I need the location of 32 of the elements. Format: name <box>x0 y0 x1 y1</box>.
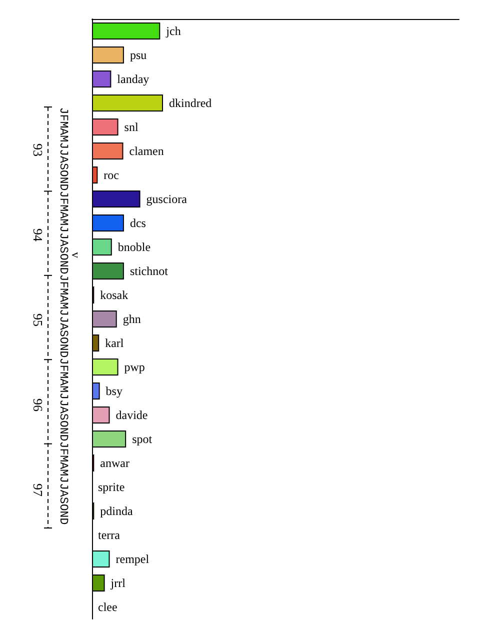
text: 97 <box>30 484 46 497</box>
y-tick-label: karl <box>105 336 124 350</box>
y-tick-label: anwar <box>100 456 130 470</box>
text: v <box>69 252 83 258</box>
y-tick-label: sprite <box>98 480 125 494</box>
text: 94 <box>30 228 46 242</box>
y-tick-label: pwp <box>124 360 145 374</box>
text: JFMAMJJASONDJFMAMJJASONDJFMAMJJASONDJFMAMJJASONDJFMAMJJASOND <box>56 107 70 525</box>
y-tick-label: jrrl <box>110 576 126 590</box>
y-tick-label: bsy <box>106 384 122 398</box>
text: 96 <box>30 398 46 412</box>
y-tick-label: stichnot <box>130 264 169 278</box>
y-tick-label: jch <box>165 24 181 38</box>
y-tick-label: terra <box>98 528 121 542</box>
y-tick-label: snl <box>124 120 139 134</box>
y-tick-label: kosak <box>100 288 128 302</box>
y-tick-label: davide <box>116 408 148 422</box>
y-tick-label: gusciora <box>146 192 188 206</box>
y-tick-label: bnoble <box>118 240 151 254</box>
text: 95 <box>30 314 46 326</box>
y-tick-label: ghn <box>122 312 141 326</box>
y-tick-label: landay <box>117 72 150 86</box>
y-tick-label: pdinda <box>100 504 134 518</box>
text: 93 <box>30 144 46 156</box>
y-tick-label: spot <box>132 432 153 446</box>
y-tick-label: dkindred <box>169 96 212 110</box>
y-tick-label: rempel <box>116 552 150 566</box>
y-tick-label: psu <box>130 48 147 62</box>
y-tick-label: roc <box>104 168 120 182</box>
y-tick-label: clamen <box>129 144 164 158</box>
y-tick-label: clee <box>98 600 118 614</box>
y-tick-label: dcs <box>130 216 146 230</box>
